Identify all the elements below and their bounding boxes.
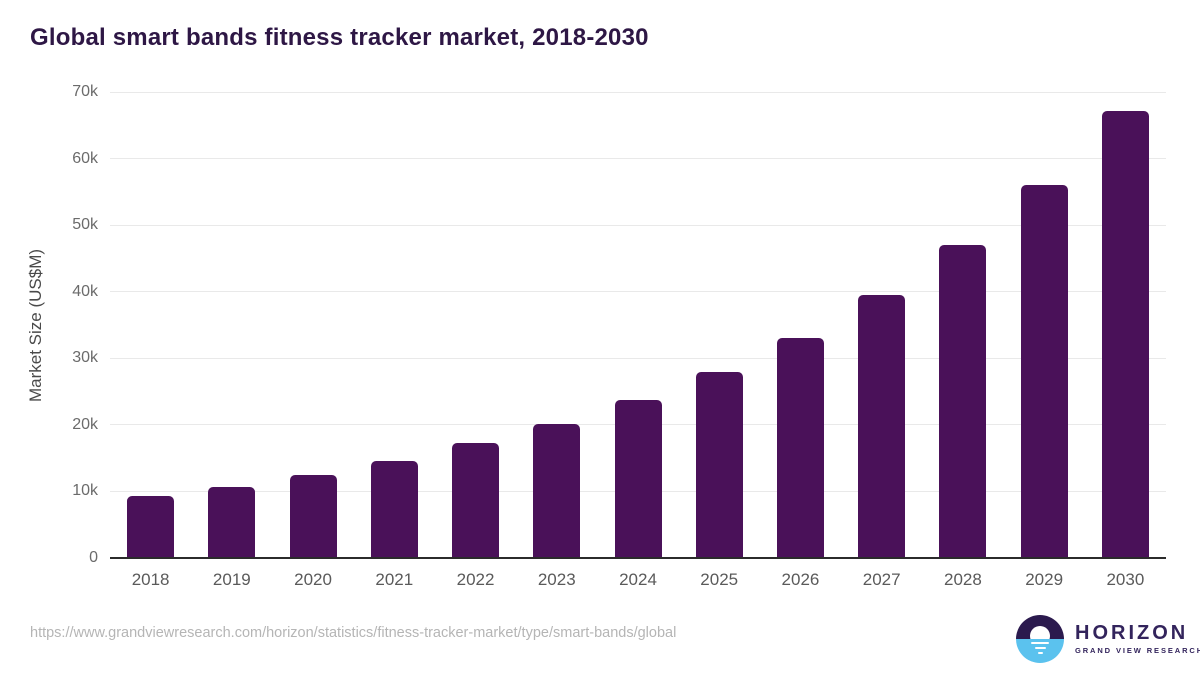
x-tick-label-2029: 2029	[1025, 570, 1064, 589]
y-tick-label-40k: 40k	[72, 282, 98, 300]
bar-2025	[695, 371, 743, 558]
bar-2021	[370, 460, 418, 558]
gridline-50k	[110, 224, 1166, 226]
x-tick-label-2025: 2025	[700, 570, 739, 589]
y-tick-label-30k: 30k	[72, 349, 98, 367]
x-tick-label-2027: 2027	[862, 570, 901, 589]
sun-over-horizon-icon	[1016, 615, 1064, 663]
y-tick-label-20k: 20k	[72, 415, 98, 433]
x-tick-label-2019: 2019	[212, 570, 251, 589]
chart-title: Global smart bands fitness tracker marke…	[30, 24, 649, 51]
bar-2024	[614, 400, 662, 558]
y-tick-label-0: 0	[89, 549, 98, 566]
x-tick-label-2028: 2028	[944, 570, 982, 589]
logo-reflection-line	[1037, 651, 1043, 654]
y-tick-label-10k: 10k	[72, 482, 98, 500]
horizon-logo: HORIZON GRAND VIEW RESEARCH	[1016, 615, 1200, 663]
gridline-70k	[110, 91, 1166, 93]
x-axis-line	[110, 557, 1166, 559]
bar-2026	[776, 337, 824, 558]
bar-2030	[1101, 110, 1149, 558]
x-tick-label-2021: 2021	[375, 570, 414, 589]
bar-2020	[289, 474, 337, 558]
y-tick-label-60k: 60k	[72, 149, 98, 167]
x-tick-label-2023: 2023	[537, 570, 576, 589]
x-tick-label-2024: 2024	[619, 570, 657, 589]
bar-2018	[127, 496, 175, 558]
x-tick-label-2022: 2022	[456, 570, 495, 589]
gridline-30k	[110, 357, 1166, 359]
bar-2029	[1020, 184, 1068, 558]
x-tick-label-2020: 2020	[294, 570, 332, 589]
bar-2023	[533, 424, 581, 558]
x-tick-label-2018: 2018	[131, 570, 170, 589]
logo-subtitle: GRAND VIEW RESEARCH	[1075, 646, 1200, 655]
y-tick-label-70k: 70k	[72, 83, 98, 100]
bar-2027	[858, 295, 906, 558]
bar-2019	[208, 486, 256, 558]
logo-reflection-line	[1034, 646, 1046, 649]
y-tick-label-50k: 50k	[72, 216, 98, 234]
gridline-60k	[110, 158, 1166, 160]
logo-reflection-line	[1031, 641, 1049, 644]
bar-2022	[452, 443, 500, 558]
logo-name: HORIZON	[1075, 622, 1189, 644]
gridline-40k	[110, 291, 1166, 293]
x-tick-label-2030: 2030	[1106, 570, 1145, 589]
bar-2028	[939, 245, 987, 558]
x-tick-label-2026: 2026	[781, 570, 820, 589]
logo-text: HORIZON GRAND VIEW RESEARCH	[1075, 623, 1200, 655]
source-url: https://www.grandviewresearch.com/horizo…	[30, 625, 677, 641]
